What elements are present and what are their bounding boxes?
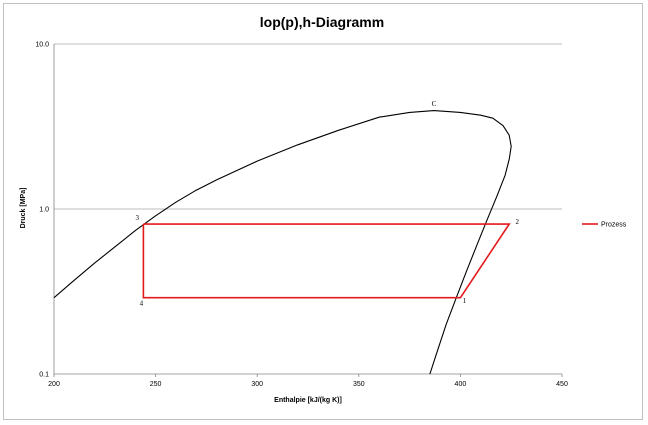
process-layer xyxy=(142,223,511,299)
point-label-2: 2 xyxy=(516,218,520,226)
x-tick-label: 400 xyxy=(455,381,467,388)
y-tick-label: 1.0 xyxy=(39,207,49,214)
x-axis-title: Enthalpie [kJ/(kg K)] xyxy=(274,397,342,404)
ticks-layer: 0.1 1.0 10.0 200 250 300 350 400 450 xyxy=(35,42,568,389)
x-tick-label: 450 xyxy=(556,381,568,388)
process-cycle-line xyxy=(142,223,511,299)
point-label-C: C xyxy=(432,100,437,108)
chart-title: lop(p),h-Diagramm xyxy=(260,14,384,30)
y-tick-label: 10.0 xyxy=(35,42,49,49)
chart-frame xyxy=(3,3,643,420)
x-tick-label: 250 xyxy=(150,381,162,388)
y-tick-label: 0.1 xyxy=(39,372,49,379)
legend-label-prozess: Prozess xyxy=(601,222,627,229)
y-axis-title: Druck [MPa] xyxy=(20,188,27,229)
point-label-4: 4 xyxy=(140,300,144,308)
saturation-curve xyxy=(53,110,512,375)
curve-layer xyxy=(53,110,512,375)
annotation-layer: C 3 2 1 4 xyxy=(136,100,520,307)
point-label-3: 3 xyxy=(136,214,140,222)
x-tick-label: 300 xyxy=(251,381,263,388)
legend: Prozess xyxy=(582,222,627,229)
point-label-1: 1 xyxy=(463,297,467,305)
x-tick-label: 200 xyxy=(48,381,60,388)
x-tick-label: 350 xyxy=(353,381,365,388)
axes-layer xyxy=(53,44,562,375)
grid-layer xyxy=(54,43,562,210)
